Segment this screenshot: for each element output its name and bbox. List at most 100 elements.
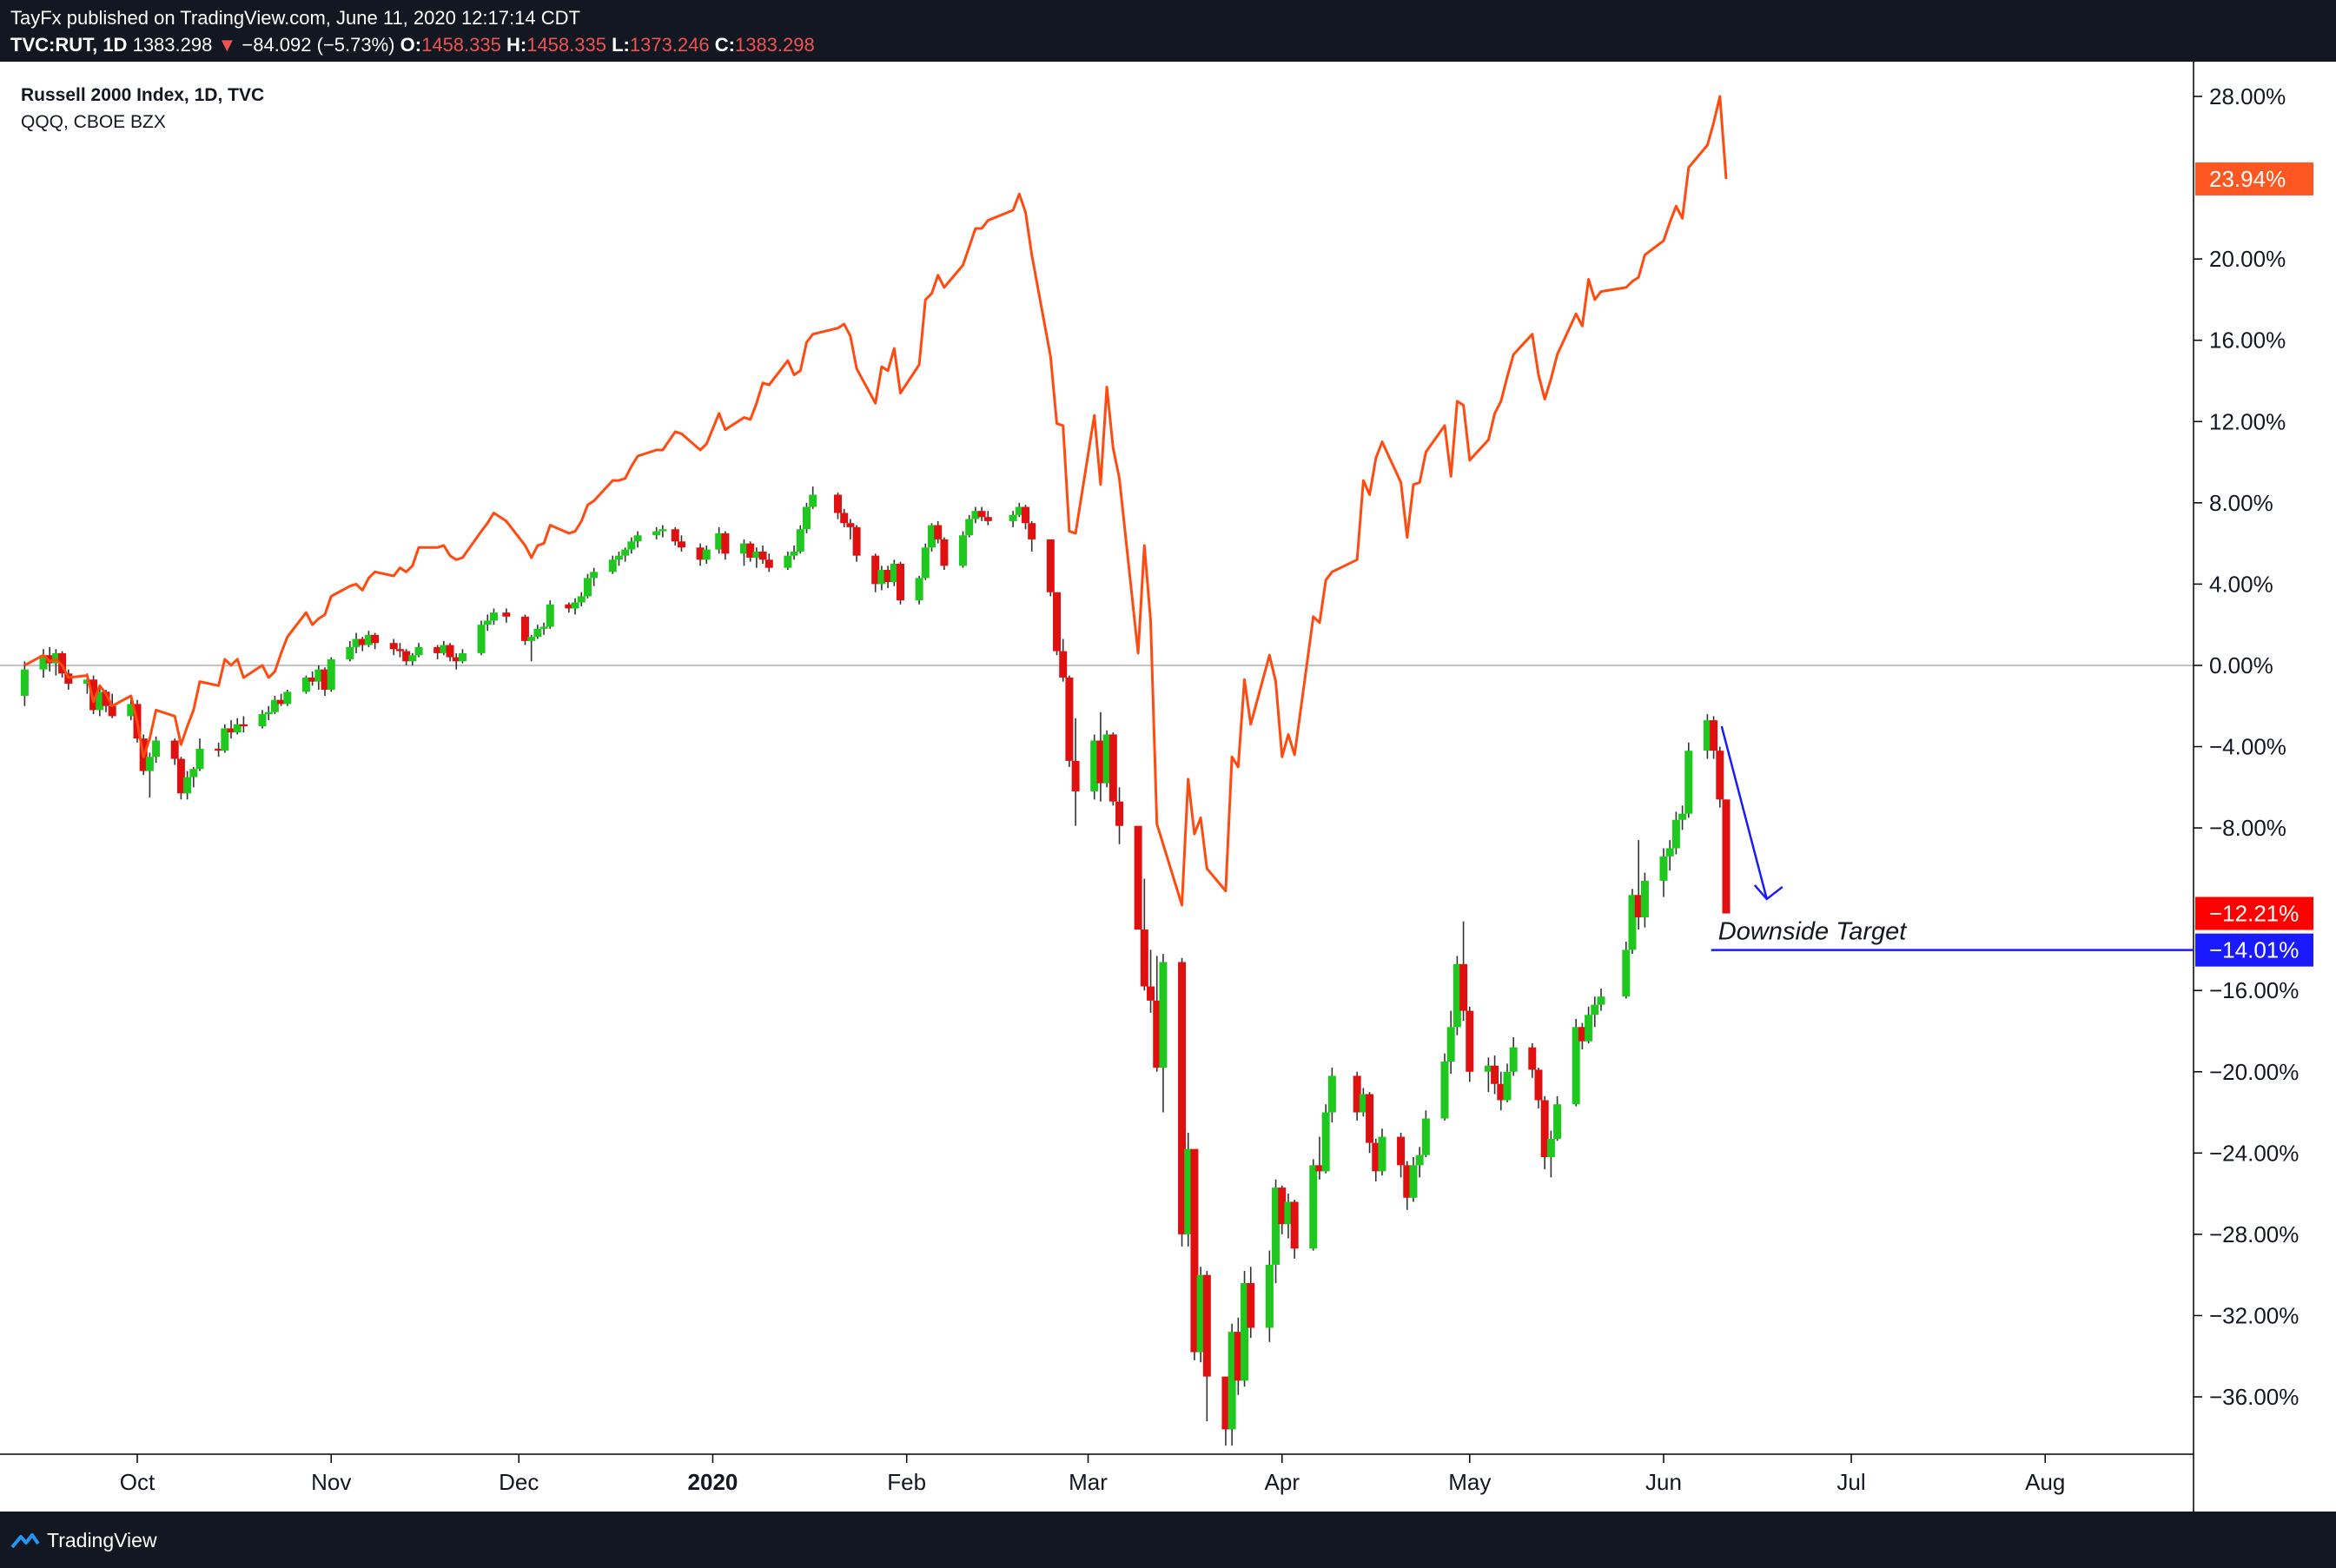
candle-body xyxy=(696,547,705,560)
down-arrow-icon: ▼ xyxy=(217,34,237,56)
value-badge xyxy=(2195,896,2313,930)
candle-body xyxy=(1710,720,1718,751)
candle-body xyxy=(1459,963,1468,1011)
candle-body xyxy=(39,655,48,670)
price-chart[interactable]: 28.00% 20.00% 16.00% 12.00% 8.00% 4.00% 0.00% −… xyxy=(0,62,2336,1512)
candle-body xyxy=(402,651,411,662)
footer-bar: TradingView xyxy=(0,1512,2336,1568)
x-tick-label: Jun xyxy=(1645,1469,1682,1495)
y-tick-label: −32.00% xyxy=(2209,1302,2299,1328)
high-value: 1458.335 xyxy=(526,34,606,56)
candle-body xyxy=(1397,1136,1406,1166)
candle-body xyxy=(627,541,636,550)
candle-body xyxy=(83,679,91,684)
candle-body xyxy=(1591,1004,1599,1016)
y-tick-label: −24.00% xyxy=(2209,1140,2299,1166)
candle-body xyxy=(1466,1010,1474,1072)
ohlc-line: TVC:RUT, 1D 1383.298 ▼ −84.092 (−5.73%) … xyxy=(10,34,815,56)
candle-body xyxy=(1115,801,1124,826)
candle-body xyxy=(145,757,154,771)
x-tick-label: Mar xyxy=(1069,1469,1108,1495)
tradingview-logo[interactable]: TradingView xyxy=(10,1529,157,1552)
candle-body xyxy=(1353,1075,1361,1113)
candle-body xyxy=(565,604,573,609)
candle-body xyxy=(702,549,711,560)
candle-body xyxy=(809,494,817,507)
candle-body xyxy=(371,634,380,644)
candle-body xyxy=(102,691,110,706)
candle-body xyxy=(1278,1188,1287,1225)
candle-body xyxy=(1366,1094,1374,1143)
candle-body xyxy=(1528,1047,1537,1070)
candle-body xyxy=(283,691,292,705)
candle-body xyxy=(652,531,661,536)
candle-body xyxy=(1046,539,1055,592)
publisher-line: TayFx published on TradingView.com, June… xyxy=(10,7,580,29)
candle-body xyxy=(1028,523,1036,539)
y-tick-label: 0.00% xyxy=(2209,652,2273,678)
candle-body xyxy=(1453,963,1461,1028)
candle-body xyxy=(1415,1154,1424,1166)
candle-body xyxy=(1134,825,1142,930)
open-label: O: xyxy=(400,34,422,56)
candle-body xyxy=(1290,1201,1299,1249)
candle-body xyxy=(1284,1201,1293,1225)
candle-body xyxy=(1421,1118,1430,1155)
candle-body xyxy=(621,549,630,556)
candle-body xyxy=(608,559,617,572)
candle-body xyxy=(308,677,317,682)
candle-body xyxy=(446,645,454,658)
candle-body xyxy=(1234,1332,1242,1381)
candle-body xyxy=(215,748,223,751)
candle-body xyxy=(633,535,642,542)
candle-body xyxy=(1378,1136,1386,1172)
value-badge-label: 23.94% xyxy=(2209,166,2286,192)
candle-body xyxy=(1202,1274,1211,1377)
candle-body xyxy=(877,570,886,585)
x-tick-label: Feb xyxy=(887,1469,926,1495)
candle-body xyxy=(721,533,730,554)
candle-body xyxy=(752,551,761,558)
candle-body xyxy=(546,604,554,627)
candle-body xyxy=(1247,1283,1255,1328)
candle-body xyxy=(1665,848,1674,857)
candle-body xyxy=(614,555,623,560)
candle-body xyxy=(1497,1083,1505,1101)
candle-body xyxy=(389,643,398,650)
candle-body xyxy=(971,511,980,519)
candle-body xyxy=(1491,1065,1499,1084)
candle-body xyxy=(677,541,685,548)
candle-body xyxy=(477,625,486,653)
candle-body xyxy=(1628,895,1637,950)
candle-body xyxy=(152,740,161,758)
candle-body xyxy=(1065,677,1074,761)
symbol-label: TVC:RUT, 1D xyxy=(10,34,128,56)
candle-body xyxy=(1053,592,1062,652)
close-label: C: xyxy=(714,34,735,56)
candle-body xyxy=(934,525,943,539)
candle-body xyxy=(258,714,267,727)
candle-body xyxy=(715,533,724,550)
target-arrow-head xyxy=(1753,884,1783,901)
candle-body xyxy=(414,646,423,656)
candle-body xyxy=(433,646,442,653)
close-value: 1383.298 xyxy=(734,34,815,56)
candle-body xyxy=(1147,986,1155,1001)
candle-body xyxy=(1228,1332,1236,1430)
candle-body xyxy=(408,655,417,662)
candle-body xyxy=(833,494,842,513)
candle-body xyxy=(395,649,404,652)
candle-body xyxy=(1102,734,1111,784)
x-tick-label: Apr xyxy=(1265,1469,1300,1495)
candle-body xyxy=(321,669,329,691)
candle-body xyxy=(1196,1274,1205,1353)
candle-body xyxy=(1059,651,1068,678)
candle-body xyxy=(227,728,235,733)
candle-body xyxy=(96,691,104,711)
candle-body xyxy=(170,740,179,759)
candle-body xyxy=(1703,720,1711,751)
candle-body xyxy=(1597,996,1605,1005)
low-value: 1373.246 xyxy=(629,34,710,56)
candle-body xyxy=(790,551,798,556)
candle-body xyxy=(1071,760,1080,791)
